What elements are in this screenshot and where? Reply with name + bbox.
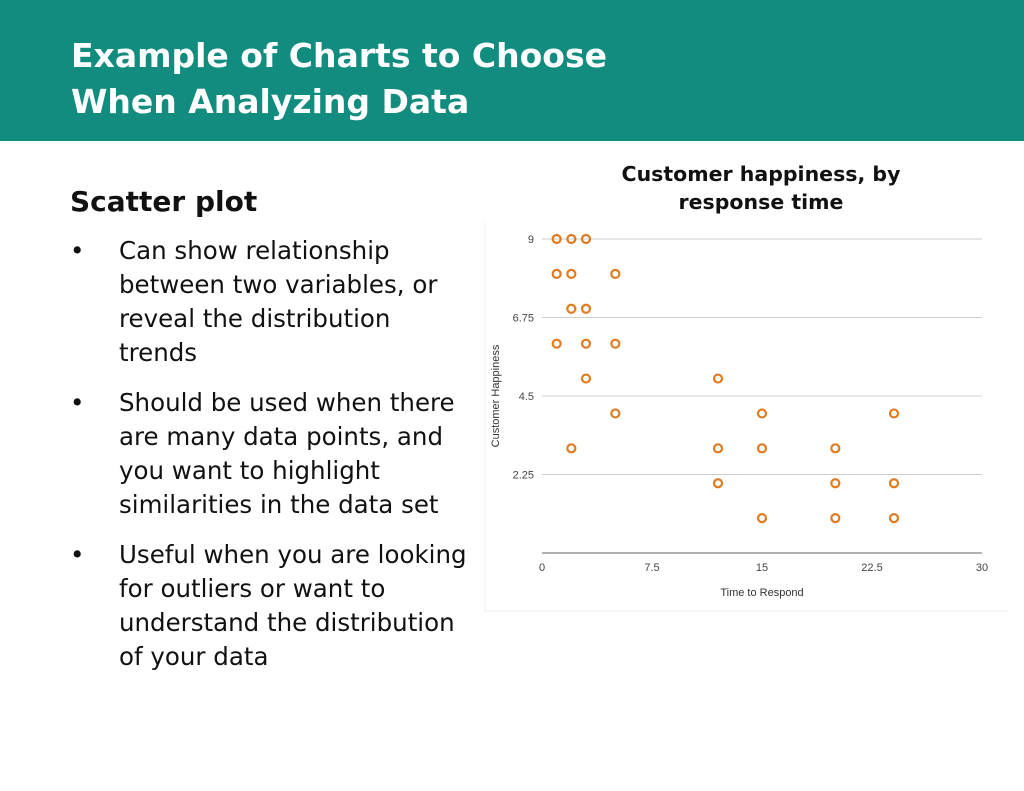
slide-title: Example of Charts to Choose When Analyzi… — [71, 33, 607, 125]
data-point — [830, 513, 841, 524]
chart-title: Customer happiness, by response time — [621, 162, 901, 214]
slide-title-line-2: When Analyzing Data — [71, 82, 470, 121]
data-point — [551, 338, 562, 349]
y-tick-label: 2.25 — [513, 470, 534, 482]
x-tick-label: 22.5 — [861, 562, 882, 574]
section-heading: Scatter plot — [70, 185, 258, 218]
slide-title-line-1: Example of Charts to Choose — [71, 36, 607, 75]
data-point — [566, 443, 577, 454]
data-point — [756, 408, 768, 419]
y-tick-labels: 2.25 4.5 6.75 9 — [513, 234, 534, 482]
chart-background — [484, 222, 1008, 614]
bullet-item-1: Can show relationship between two variab… — [70, 234, 470, 370]
x-tick-label: 0 — [539, 562, 545, 574]
data-point — [580, 373, 592, 384]
data-point — [580, 303, 592, 314]
data-point — [551, 233, 562, 245]
data-points — [551, 233, 900, 524]
data-point — [566, 303, 577, 314]
x-tick-label: 30 — [976, 562, 988, 574]
data-point — [888, 513, 900, 524]
data-point — [756, 443, 768, 454]
y-tick-label: 6.75 — [513, 313, 534, 325]
x-tick-labels: 0 7.5 15 22.5 30 — [539, 562, 988, 574]
data-point — [712, 443, 724, 454]
y-axis-label: Customer Happiness — [490, 344, 502, 447]
x-axis-label: Time to Respond — [720, 587, 803, 599]
x-tick-label: 15 — [756, 562, 768, 574]
data-point — [610, 268, 621, 279]
data-point — [756, 513, 768, 524]
y-tick-label: 9 — [528, 234, 534, 246]
gridlines — [542, 238, 982, 475]
data-point — [551, 268, 562, 279]
data-point — [712, 373, 724, 384]
bullet-item-3: Useful when you are looking for outliers… — [70, 538, 470, 674]
y-tick-label: 4.5 — [519, 391, 534, 403]
data-point — [830, 443, 841, 454]
title-banner: Example of Charts to Choose When Analyzi… — [0, 0, 1024, 141]
data-point — [712, 478, 724, 489]
data-point — [888, 478, 900, 489]
bullet-item-2: Should be used when there are many data … — [70, 386, 470, 522]
data-point — [566, 233, 577, 245]
bullet-list: Can show relationship between two variab… — [70, 234, 470, 690]
data-point — [830, 478, 841, 489]
scatter-chart: 2.25 4.5 6.75 9 0 7.5 15 22.5 30 Time to Respon… — [484, 222, 1008, 614]
data-point — [610, 338, 621, 349]
data-point — [580, 233, 592, 245]
x-tick-label: 7.5 — [644, 562, 659, 574]
data-point — [610, 408, 621, 419]
data-point — [566, 268, 577, 279]
data-point — [888, 408, 900, 419]
data-point — [580, 338, 592, 349]
